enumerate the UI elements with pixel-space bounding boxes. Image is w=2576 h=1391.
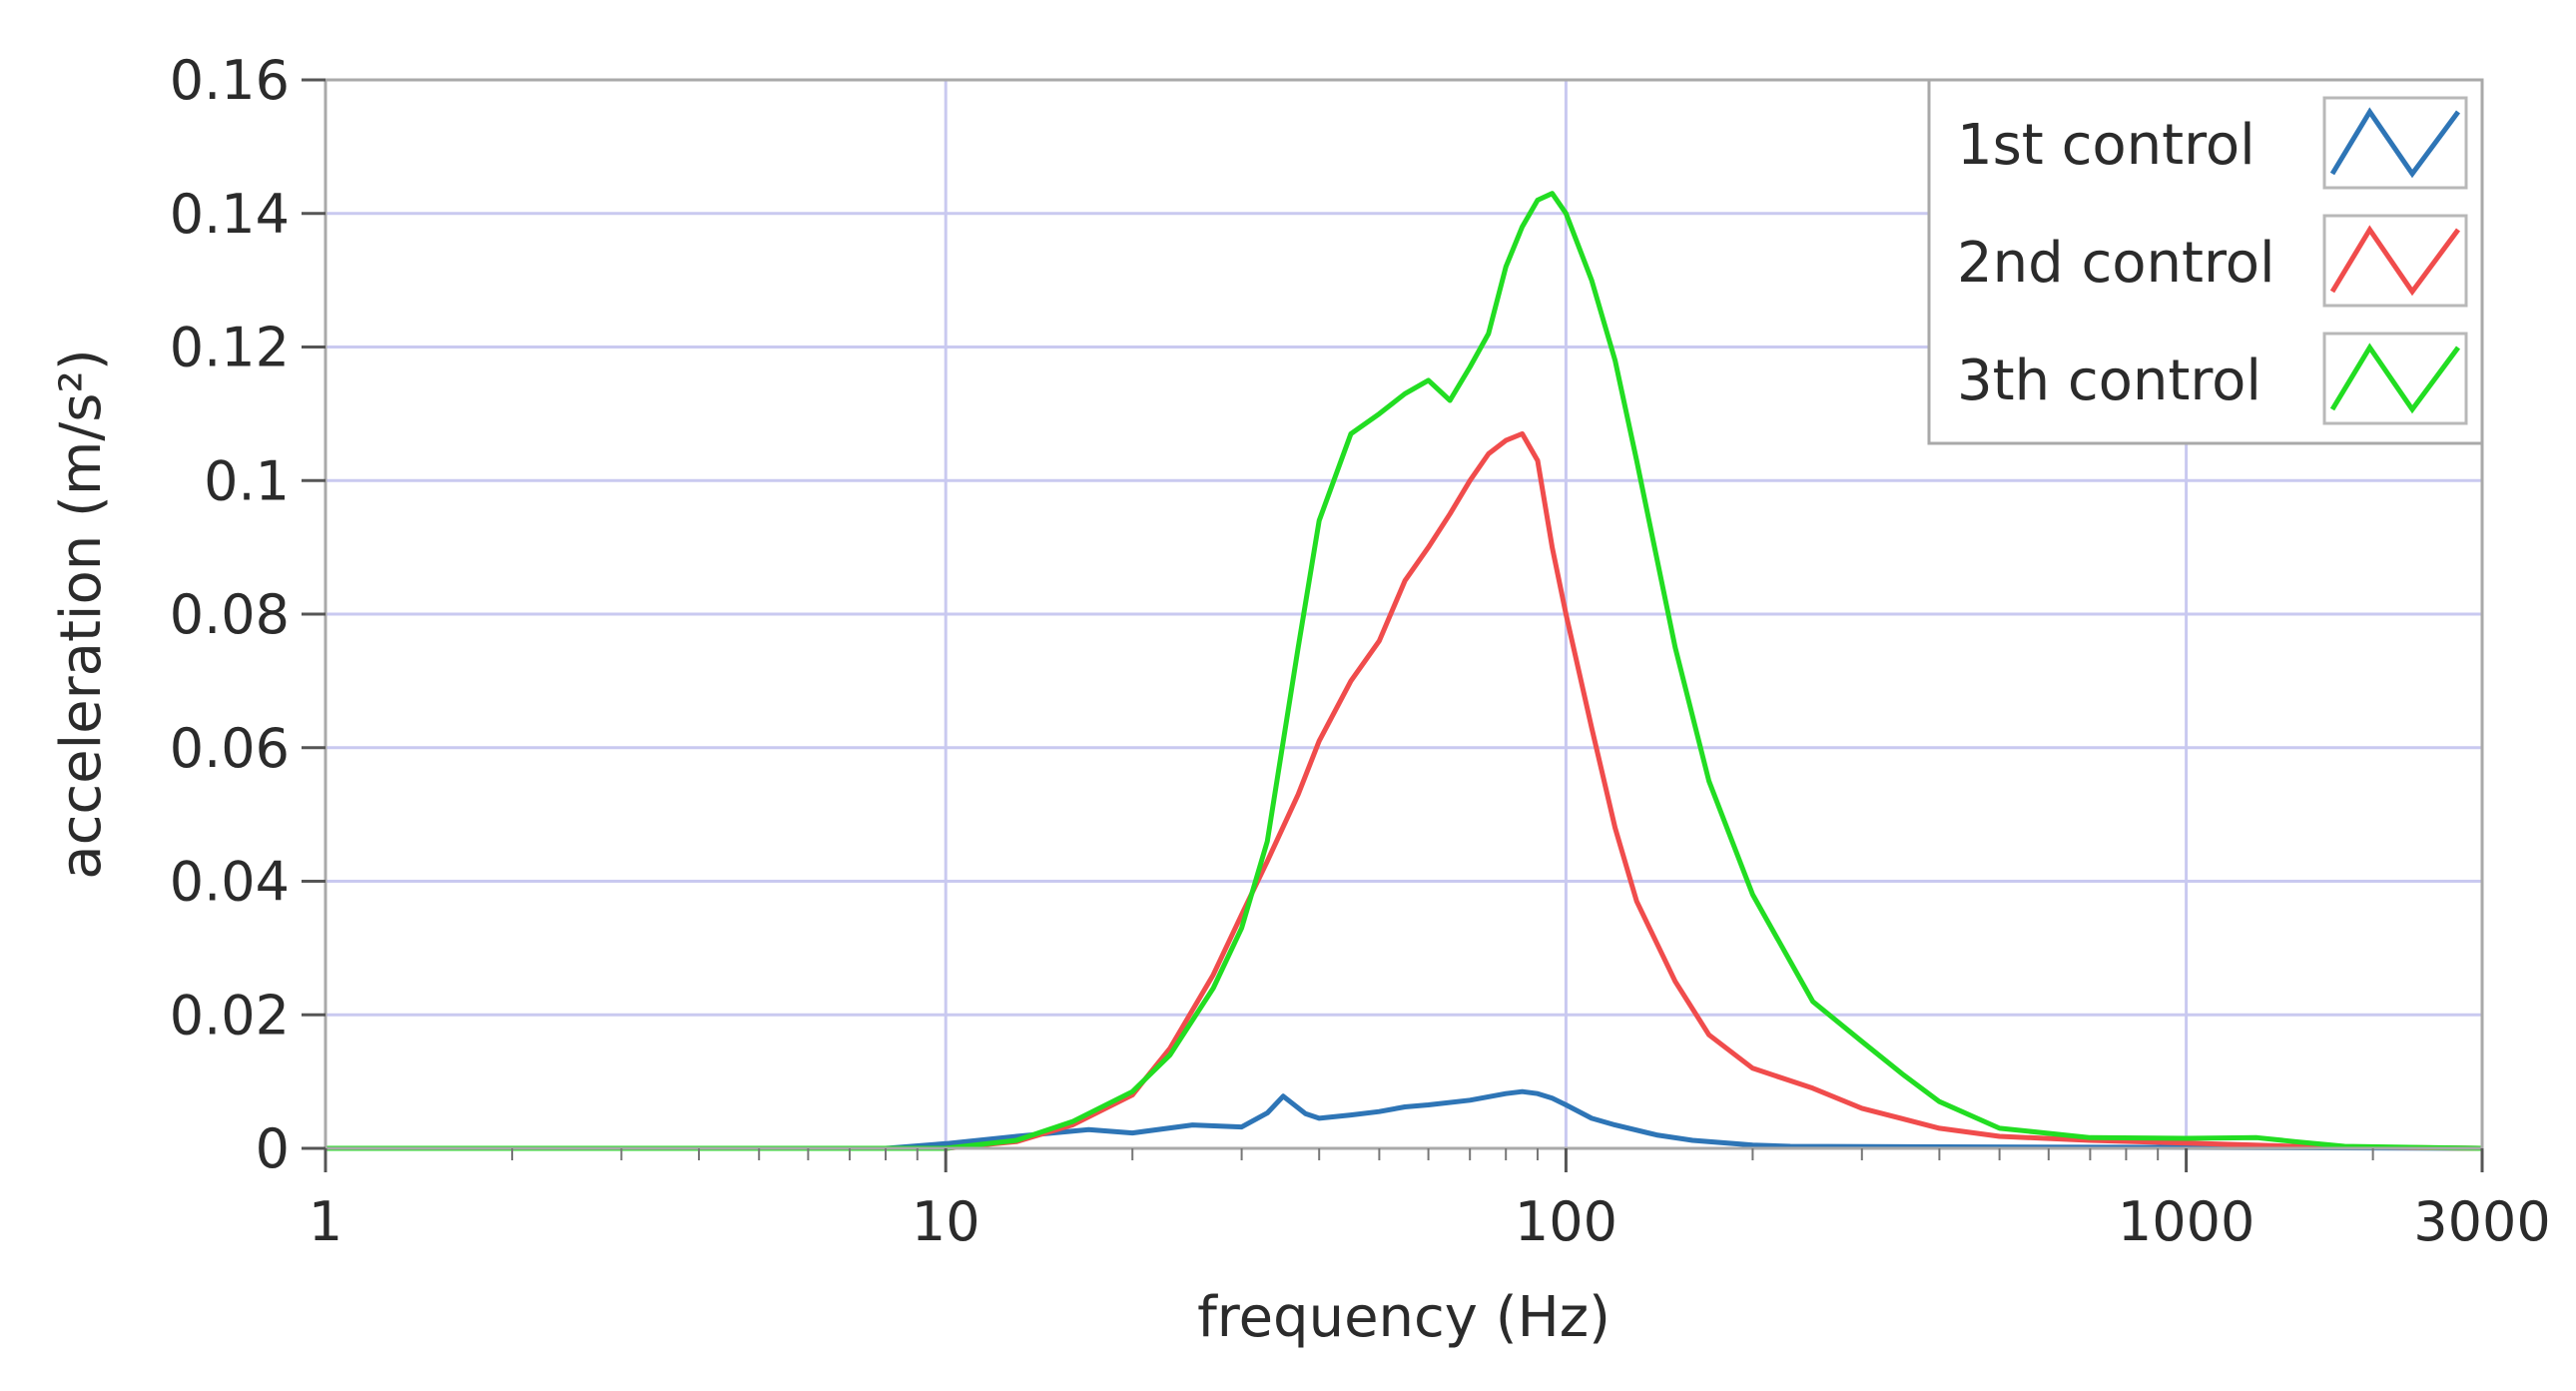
- axes: 0 0.02 0.04 0.06 0.08 0.1 0.12 0.14 0.16 1 10 100 10…: [170, 49, 2551, 1253]
- legend-swatch-box-2: [2322, 214, 2468, 308]
- legend-swatch-2: [2329, 225, 2461, 297]
- y-tick-label: 0.02: [170, 984, 290, 1046]
- x-tick-label: 100: [1515, 1190, 1617, 1253]
- x-tick-label: 3000: [2413, 1190, 2550, 1253]
- legend-swatch-1: [2329, 107, 2461, 179]
- y-axis-label: acceleration (m/s²): [49, 348, 114, 880]
- y-tick-label: 0.12: [170, 317, 290, 379]
- series-line-3: [325, 191, 2483, 1151]
- y-tick-label: 0: [256, 1117, 290, 1180]
- legend-swatch-box-1: [2322, 96, 2468, 190]
- y-tick-label: 0.08: [170, 583, 290, 646]
- y-tick-label: 0.1: [204, 449, 290, 512]
- x-tick-label: 1: [309, 1190, 342, 1253]
- legend: 1st control 2nd control 3th control: [1927, 78, 2484, 445]
- x-axis-label: frequency (Hz): [1197, 1285, 1610, 1350]
- legend-swatch-box-3: [2322, 332, 2468, 425]
- series-line-2: [325, 430, 2483, 1151]
- legend-swatch-3: [2329, 343, 2461, 414]
- series-line-1: [325, 1088, 2483, 1151]
- y-tick-label: 0.04: [170, 851, 290, 914]
- y-tick-label: 0.14: [170, 183, 290, 246]
- y-tick-label: 0.16: [170, 49, 290, 112]
- x-tick-label: 1000: [2118, 1190, 2254, 1253]
- y-tick-label: 0.06: [170, 717, 290, 780]
- series-group: [325, 191, 2483, 1151]
- legend-label-3: 3th control: [1957, 348, 2261, 413]
- legend-label-2: 2nd control: [1957, 231, 2275, 296]
- x-tick-label: 10: [912, 1190, 980, 1253]
- legend-label-1: 1st control: [1957, 113, 2255, 178]
